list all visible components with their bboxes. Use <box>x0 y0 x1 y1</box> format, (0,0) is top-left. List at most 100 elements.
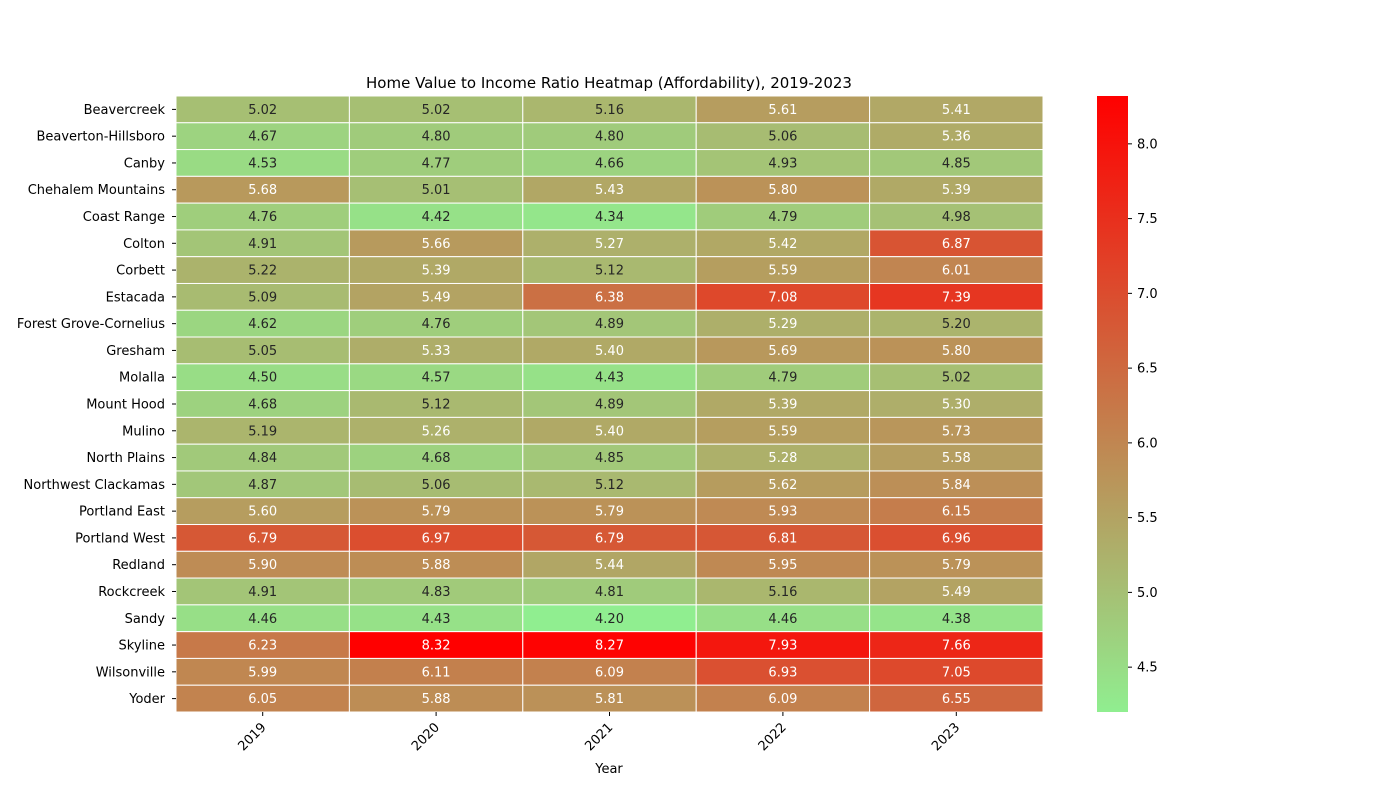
cell-value-label: 6.93 <box>768 665 797 680</box>
colorbar-tick-label: 5.5 <box>1137 511 1158 526</box>
heatmap-cell <box>522 443 697 472</box>
cell-value-label: 6.38 <box>595 290 624 305</box>
cell-value-label: 7.66 <box>942 639 971 654</box>
heatmap-cell <box>348 175 524 204</box>
cell-value-label: 5.93 <box>768 505 797 520</box>
cell-value-label: 5.79 <box>422 505 451 520</box>
heatmap-cell <box>348 470 524 499</box>
cell-value-label: 7.93 <box>768 639 797 654</box>
cell-value-label: 5.39 <box>768 398 797 413</box>
cell-value-label: 5.81 <box>595 692 624 707</box>
cell-value-label: 5.95 <box>768 558 797 573</box>
cell-value-label: 4.53 <box>248 156 277 171</box>
colorbar-tick-label: 7.0 <box>1137 287 1158 302</box>
cell-value-label: 5.66 <box>422 237 451 252</box>
y-tick-label: Forest Grove-Cornelius <box>17 317 165 332</box>
cell-value-label: 5.90 <box>248 558 277 573</box>
heatmap-cell <box>175 443 350 472</box>
cell-value-label: 4.80 <box>595 130 624 145</box>
colorbar-tick-label: 6.0 <box>1137 436 1158 451</box>
y-tick-label: Beavercreek <box>84 103 166 118</box>
heatmap-cell <box>522 95 697 124</box>
cell-value-label: 4.38 <box>942 612 971 627</box>
colorbar-tick-label: 6.5 <box>1137 362 1158 377</box>
heatmap-cell <box>348 657 524 686</box>
cell-value-label: 6.81 <box>768 531 797 546</box>
cell-value-label: 6.15 <box>942 505 971 520</box>
cell-value-label: 5.39 <box>942 183 971 198</box>
heatmap-cell <box>869 309 1044 338</box>
heatmap-cell <box>522 497 697 526</box>
cell-value-label: 8.32 <box>422 639 451 654</box>
cell-value-label: 4.79 <box>768 210 797 225</box>
heatmap-cell <box>695 604 871 633</box>
heatmap-cell <box>695 524 871 552</box>
y-tick-label: Chehalem Mountains <box>28 183 165 198</box>
heatmap-cell <box>348 202 524 231</box>
colorbar-tick-label: 7.5 <box>1137 212 1158 227</box>
cell-value-label: 5.12 <box>422 398 451 413</box>
cell-value-label: 6.05 <box>248 692 277 707</box>
x-axis-label: Year <box>594 762 623 777</box>
cell-value-label: 5.27 <box>595 237 624 252</box>
heatmap-cell <box>869 657 1044 686</box>
cell-value-label: 6.79 <box>248 531 277 546</box>
heatmap-cell <box>522 604 697 633</box>
heatmap-cell <box>348 497 524 526</box>
heatmap-cell <box>695 363 871 392</box>
heatmap-cell <box>348 604 524 633</box>
cell-value-label: 5.40 <box>595 344 624 359</box>
heatmap-cell <box>348 443 524 472</box>
cell-value-label: 7.08 <box>768 290 797 305</box>
heatmap-cell <box>175 604 350 633</box>
cell-value-label: 5.02 <box>942 371 971 386</box>
heatmap-cell <box>175 95 350 124</box>
cell-value-label: 6.01 <box>942 264 971 279</box>
cell-value-label: 5.59 <box>768 264 797 279</box>
heatmap-cell <box>869 524 1044 552</box>
heatmap-cell <box>869 336 1044 365</box>
cell-value-label: 4.66 <box>595 156 624 171</box>
cell-value-label: 4.68 <box>248 398 277 413</box>
cell-value-label: 4.91 <box>248 585 277 600</box>
cell-value-label: 6.97 <box>422 531 451 546</box>
y-tick-label: Skyline <box>119 639 165 654</box>
heatmap-cell <box>695 470 871 499</box>
colorbar <box>1097 96 1128 712</box>
heatmap-cell <box>348 282 524 311</box>
heatmap-cell <box>522 229 697 258</box>
cell-value-label: 5.49 <box>942 585 971 600</box>
heatmap-cell <box>695 550 871 579</box>
heatmap-cell <box>695 229 871 258</box>
heatmap-cell <box>869 604 1044 633</box>
heatmap-cell <box>869 577 1044 606</box>
cell-value-label: 5.84 <box>942 478 971 493</box>
y-tick-label: Canby <box>124 156 166 171</box>
y-tick-labels: Beavercreek Beaverton-Hillsboro Canby Cheha… <box>17 103 176 707</box>
cell-value-label: 6.55 <box>942 692 971 707</box>
cell-value-label: 4.98 <box>942 210 971 225</box>
heatmap-cell <box>522 524 697 552</box>
heatmap-cell <box>522 122 697 151</box>
heatmap-cell <box>869 282 1044 311</box>
heatmap-cell <box>348 684 524 713</box>
heatmap-cell <box>175 577 350 606</box>
cell-value-label: 5.33 <box>422 344 451 359</box>
y-tick-label: Portland West <box>75 531 165 546</box>
heatmap-cells: 5.02 5.02 5.16 5.61 5.41 4.67 4.80 4.80 5.06 5.36… <box>175 95 1044 713</box>
heatmap-cell <box>522 363 697 392</box>
colorbar-tick-label: 4.5 <box>1137 661 1158 676</box>
cell-value-label: 5.36 <box>942 130 971 145</box>
heatmap-cell <box>695 282 871 311</box>
cell-value-label: 5.06 <box>768 130 797 145</box>
heatmap-cell <box>695 175 871 204</box>
heatmap-cell <box>348 95 524 124</box>
cell-value-label: 6.23 <box>248 639 277 654</box>
cell-value-label: 5.42 <box>768 237 797 252</box>
heatmap-cell <box>348 149 524 177</box>
x-tick-label: 2020 <box>409 720 443 754</box>
x-tick-label: 2019 <box>236 720 270 754</box>
heatmap-cell <box>522 550 697 579</box>
cell-value-label: 4.83 <box>422 585 451 600</box>
colorbar-ticks: 4.5 5.0 5.5 6.0 6.5 7.0 7.5 8.0 <box>1128 137 1158 676</box>
